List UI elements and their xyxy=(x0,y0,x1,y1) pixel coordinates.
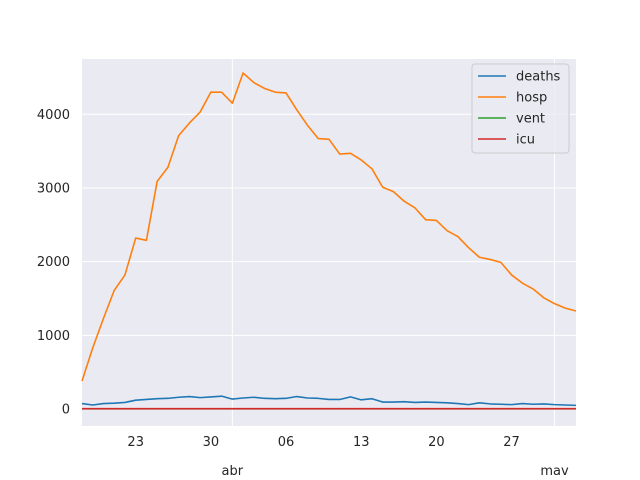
x-axis-ticks: 23 30 06 13 20 27 abr mav xyxy=(127,435,569,479)
x-month-label: abr xyxy=(222,464,244,479)
x-tick-label: 13 xyxy=(353,435,370,450)
x-tick-label: 20 xyxy=(428,435,445,450)
series-lines xyxy=(81,72,577,410)
x-tick-label: 23 xyxy=(127,435,144,450)
x-tick-label: 06 xyxy=(278,435,295,450)
y-tick-label: 4000 xyxy=(37,108,70,123)
series-line-hosp xyxy=(81,72,577,382)
legend-label-icu: icu xyxy=(516,133,535,148)
x-tick-label: 30 xyxy=(203,435,220,450)
series-line-deaths xyxy=(81,395,577,407)
y-tick-label: 1000 xyxy=(37,329,70,344)
y-tick-label: 3000 xyxy=(37,181,70,196)
legend-label-vent: vent xyxy=(516,112,545,127)
x-month-label: mav xyxy=(540,464,569,479)
y-tick-label: 2000 xyxy=(37,255,70,270)
legend-label-hosp: hosp xyxy=(516,91,547,106)
x-tick-label: 27 xyxy=(503,435,520,450)
y-axis-ticks: 0 1000 2000 3000 4000 xyxy=(37,108,70,418)
legend: deaths hosp vent icu xyxy=(471,63,570,154)
legend-label-deaths: deaths xyxy=(516,70,561,85)
y-tick-label: 0 xyxy=(62,403,70,418)
legend-box xyxy=(471,63,570,154)
